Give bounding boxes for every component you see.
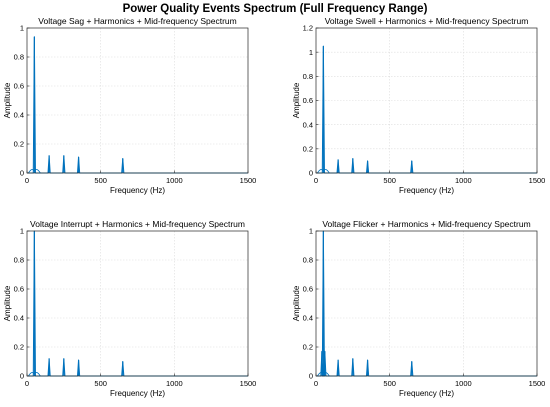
y-tick-label: 0 (20, 372, 24, 381)
x-tick-label: 500 (383, 379, 396, 388)
y-tick-label: 0.8 (303, 256, 313, 265)
y-tick-label: 0 (309, 372, 313, 381)
subplot-title: Voltage Interrupt + Harmonics + Mid-freq… (30, 219, 245, 229)
y-tick-label: 0.8 (14, 256, 24, 265)
x-tick-label: 1500 (240, 379, 257, 388)
subplot-3: 0 500 1000 1500 0 0.2 0.4 0.6 0.8 1 Voltage Interr… (3, 219, 256, 398)
y-tick-label: 0.6 (303, 96, 313, 105)
y-axis-label: Amplitude (292, 285, 301, 321)
x-tick-label: 1000 (455, 379, 472, 388)
x-tick-label: 500 (383, 176, 396, 185)
y-tick-label: 1 (20, 24, 24, 33)
y-tick-label: 0.8 (14, 53, 24, 62)
plot-area (27, 28, 248, 173)
y-tick-label: 0.6 (14, 285, 24, 294)
y-tick-label: 0.2 (14, 343, 24, 352)
x-axis-label: Frequency (Hz) (399, 186, 454, 195)
y-tick-label: 0 (20, 169, 24, 178)
axes-frame (315, 230, 538, 377)
y-axis-label: Amplitude (3, 82, 12, 118)
x-axis-label: Frequency (Hz) (110, 389, 165, 398)
x-tick-label: 1000 (166, 176, 183, 185)
subplot-title: Voltage Flicker + Harmonics + Mid-freque… (322, 219, 530, 229)
plot-area (316, 231, 537, 376)
subplot-title: Voltage Swell + Harmonics + Mid-frequenc… (325, 16, 529, 26)
y-tick-label: 0.2 (303, 343, 313, 352)
y-tick-label: 1.2 (303, 24, 313, 33)
y-tick-label: 0.4 (14, 111, 24, 120)
axes-frame (26, 230, 249, 377)
y-tick-label: 0.2 (303, 144, 313, 153)
x-axis-label: Frequency (Hz) (110, 186, 165, 195)
y-tick-label: 0.4 (303, 120, 313, 129)
y-tick-label: 0.4 (303, 314, 313, 323)
subplot-4: 0 500 1000 1500 0 0.2 0.4 0.6 0.8 1 Voltage Flicke… (292, 219, 545, 398)
y-tick-label: 1 (20, 227, 24, 236)
y-axis-label: Amplitude (3, 285, 12, 321)
x-tick-label: 1000 (166, 379, 183, 388)
plot-area (27, 231, 248, 376)
y-tick-label: 0.6 (14, 82, 24, 91)
subplot-2: 0 500 1000 1500 0 0.2 0.4 0.6 0.8 1 1.2 Voltage Swe… (292, 16, 545, 195)
y-tick-label: 0.4 (14, 314, 24, 323)
x-tick-label: 1500 (529, 176, 546, 185)
axes-frame (26, 27, 249, 174)
y-tick-label: 0.8 (303, 72, 313, 81)
x-tick-label: 0 (314, 176, 318, 185)
x-tick-label: 0 (25, 379, 29, 388)
x-tick-label: 500 (94, 379, 107, 388)
y-tick-label: 0 (309, 169, 313, 178)
x-tick-label: 1500 (240, 176, 257, 185)
subplot-title: Voltage Sag + Harmonics + Mid-frequency … (38, 16, 236, 26)
x-tick-label: 1000 (455, 176, 472, 185)
y-axis-label: Amplitude (292, 82, 301, 118)
y-tick-label: 0.2 (14, 140, 24, 149)
subplot-1: 0 500 1000 1500 0 0.2 0.4 0.6 0.8 1 Voltage Sag + … (3, 16, 256, 195)
y-tick-label: 0.6 (303, 285, 313, 294)
x-tick-label: 500 (94, 176, 107, 185)
x-tick-label: 0 (25, 176, 29, 185)
x-axis-label: Frequency (Hz) (399, 389, 454, 398)
y-tick-label: 1 (309, 48, 313, 57)
y-tick-label: 1 (309, 227, 313, 236)
x-tick-label: 1500 (529, 379, 546, 388)
x-tick-label: 0 (314, 379, 318, 388)
figure-title: Power Quality Events Spectrum (Full Freq… (122, 3, 428, 15)
